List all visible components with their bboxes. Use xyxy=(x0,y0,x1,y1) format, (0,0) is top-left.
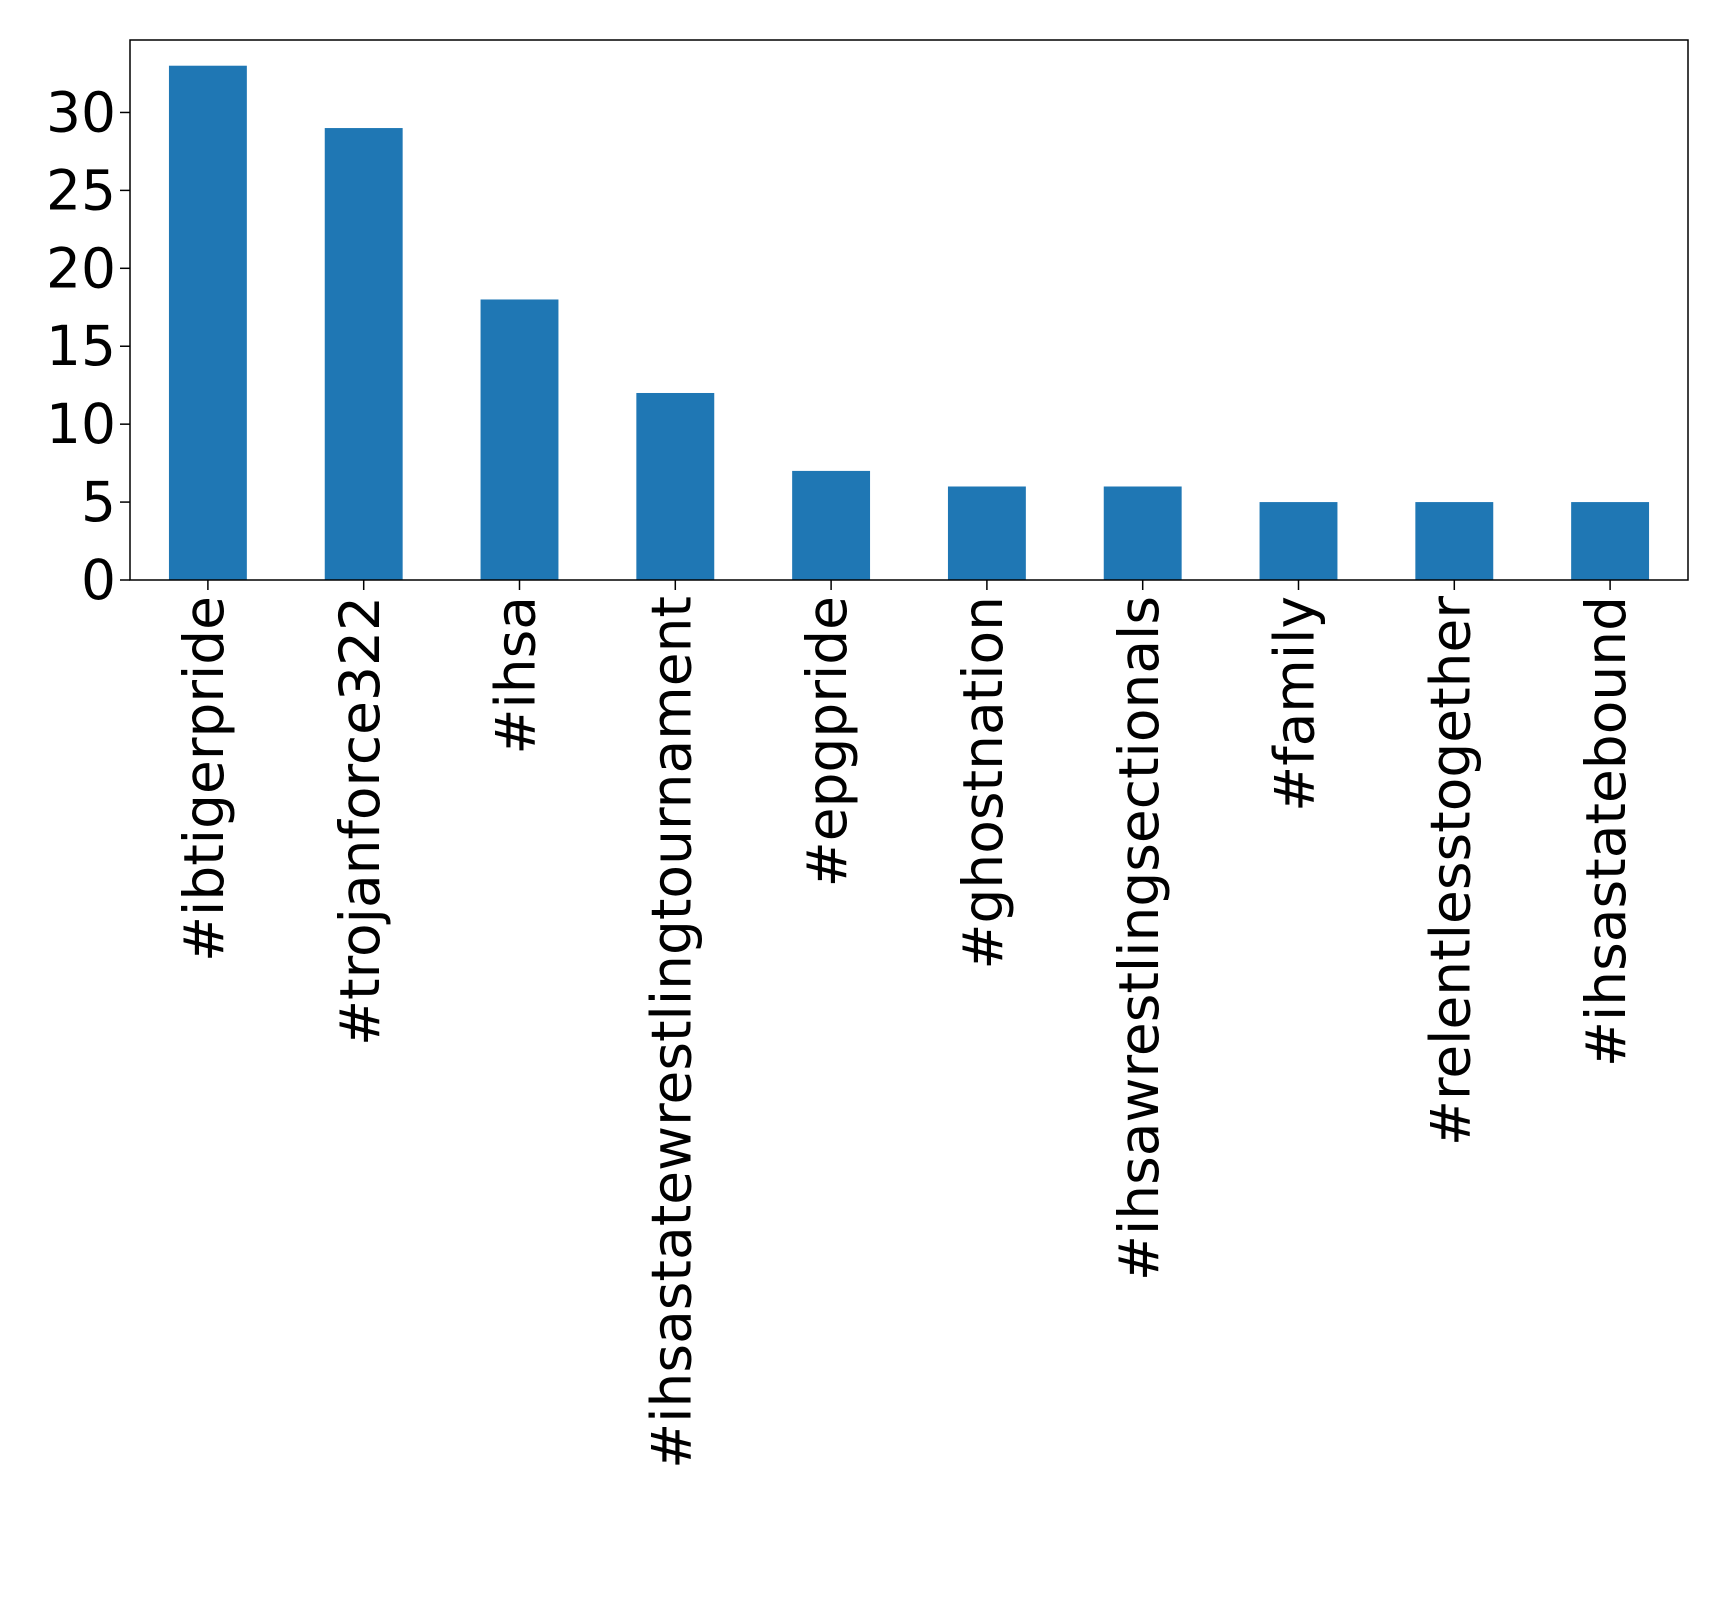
x-tick-label: #trojanforce322 xyxy=(328,596,392,1046)
bar-ihsa xyxy=(480,299,559,580)
x-tick-label: #ghostnation xyxy=(951,596,1015,970)
y-tick-label: 15 xyxy=(46,314,116,378)
bar-ihsawrestlingsectionals xyxy=(1103,486,1182,580)
x-axis: #ibtigerpride #trojanforce322 #ihsa #ihsast… xyxy=(172,580,1638,1469)
y-tick-label: 0 xyxy=(81,548,116,612)
bar-trojanforce322 xyxy=(324,128,403,580)
bar-ihsastatebound xyxy=(1571,502,1650,580)
y-tick-label: 10 xyxy=(46,392,116,456)
plot-frame xyxy=(129,39,1689,581)
bar-epgpride xyxy=(792,470,871,580)
bar-relentlesstogether xyxy=(1415,502,1494,580)
bars-group xyxy=(168,65,1650,580)
bar-ghostnation xyxy=(947,486,1026,580)
y-axis: 0 5 10 15 20 25 30 xyxy=(46,80,130,612)
bar-ihsastatewrestlingtournament xyxy=(636,392,715,580)
y-tick-label: 20 xyxy=(46,236,116,300)
x-tick-label: #family xyxy=(1263,596,1327,812)
x-tick-label: #ihsastatebound xyxy=(1574,596,1638,1067)
y-tick-label: 25 xyxy=(46,158,116,222)
bar-ibtigerpride xyxy=(168,65,247,580)
y-tick-label: 5 xyxy=(81,470,116,534)
x-tick-label: #ibtigerpride xyxy=(172,596,236,962)
x-tick-label: #ihsawrestlingsectionals xyxy=(1107,596,1171,1281)
x-tick-label: #epgpride xyxy=(795,596,859,887)
x-tick-label: #ihsa xyxy=(484,596,548,755)
bar-family xyxy=(1259,502,1338,580)
y-tick-label: 30 xyxy=(46,80,116,144)
x-tick-label: #ihsastatewrestlingtournament xyxy=(639,596,703,1469)
x-tick-label: #relentlesstogether xyxy=(1418,596,1482,1147)
